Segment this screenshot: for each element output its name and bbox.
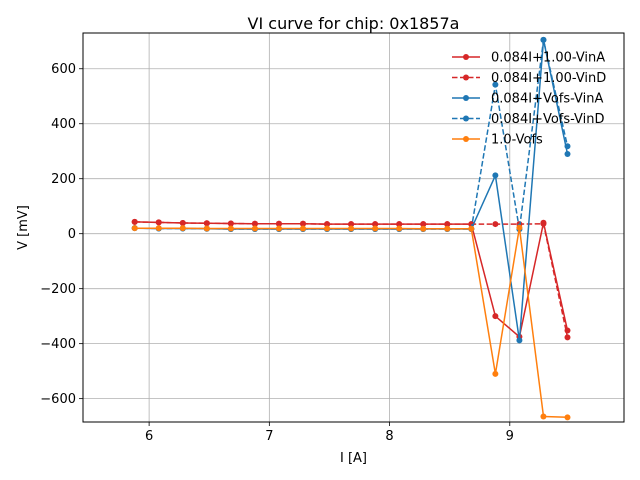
data-point: [420, 225, 427, 232]
data-point: [275, 220, 282, 227]
data-point: [396, 225, 403, 232]
data-point: [492, 172, 499, 179]
data-point: [300, 225, 307, 232]
data-point: [492, 221, 499, 228]
legend-item: 0.084I+Vofs-VinD: [452, 112, 605, 127]
legend-marker: [463, 136, 469, 142]
data-point: [444, 225, 451, 232]
data-point: [564, 334, 571, 341]
x-axis-label: I [A]: [340, 451, 367, 466]
data-point: [564, 414, 571, 421]
legend-item: 0.084I+1.00-VinD: [452, 71, 606, 86]
y-tick-label: 200: [51, 172, 76, 187]
data-point: [540, 36, 547, 43]
data-point: [492, 81, 499, 88]
chart-title: VI curve for chip: 0x1857a: [248, 14, 460, 33]
data-point: [251, 225, 258, 232]
plot-frame: [82, 32, 625, 423]
legend-item: 0.084I+Vofs-VinA: [452, 92, 604, 107]
data-point: [203, 220, 210, 227]
legend-label: 0.084I+Vofs-VinA: [491, 92, 604, 107]
legend-marker: [463, 54, 469, 60]
data-point: [540, 220, 547, 227]
legend-label: 0.084I+Vofs-VinD: [491, 112, 605, 127]
data-point: [396, 221, 403, 228]
data-point: [227, 220, 234, 227]
data-point: [179, 219, 186, 226]
y-tick-label: 400: [51, 117, 76, 132]
data-point: [300, 220, 307, 227]
y-axis-label: V [mV]: [16, 205, 31, 250]
data-point: [540, 413, 547, 420]
x-tick-label: 6: [145, 429, 153, 444]
data-point: [324, 221, 331, 228]
data-point: [251, 220, 258, 227]
series-layer: [131, 36, 571, 421]
data-point: [420, 221, 427, 228]
data-point: [492, 313, 499, 320]
data-point: [131, 225, 138, 232]
data-point: [155, 225, 162, 232]
data-point: [492, 370, 499, 377]
data-point: [372, 225, 379, 232]
data-point: [179, 225, 186, 232]
x-tick-label: 9: [506, 429, 514, 444]
grid: [83, 33, 624, 422]
legend-item: 1.0-Vofs: [452, 133, 543, 148]
data-point: [516, 337, 523, 344]
legend-marker: [463, 115, 469, 122]
data-point: [155, 219, 162, 226]
data-point: [275, 225, 282, 232]
data-point: [348, 221, 355, 228]
x-axis-ticks: 6 7 8 9: [145, 422, 514, 444]
data-point: [564, 143, 571, 150]
y-tick-label: −600: [40, 392, 76, 407]
data-point: [324, 225, 331, 232]
legend-label: 0.084I+1.00-VinD: [491, 71, 606, 86]
y-tick-label: −200: [40, 282, 76, 297]
legend-label: 0.084I+1.00-VinA: [491, 51, 605, 66]
data-point: [348, 225, 355, 232]
legend-marker: [463, 74, 469, 81]
data-point: [203, 225, 210, 232]
legend: 0.084I+1.00-VinA 0.084I+1.00-VinD 0.084I+V…: [452, 51, 606, 148]
legend-label: 1.0-Vofs: [491, 133, 543, 148]
data-point: [131, 218, 138, 225]
y-tick-label: −400: [40, 337, 76, 352]
x-tick-label: 8: [385, 429, 393, 444]
data-point: [564, 150, 571, 157]
y-tick-label: 600: [51, 62, 76, 77]
y-axis-ticks: −600 −400 −200 0 200 400 600: [40, 62, 83, 407]
data-point: [227, 225, 234, 232]
data-point: [372, 221, 379, 228]
series-4: [131, 224, 571, 421]
legend-item: 0.084I+1.00-VinA: [452, 51, 605, 66]
y-tick-label: 0: [68, 227, 76, 242]
data-point: [516, 224, 523, 231]
data-point: [444, 221, 451, 228]
x-tick-label: 7: [265, 429, 273, 444]
data-point: [468, 225, 475, 232]
legend-marker: [463, 95, 469, 101]
